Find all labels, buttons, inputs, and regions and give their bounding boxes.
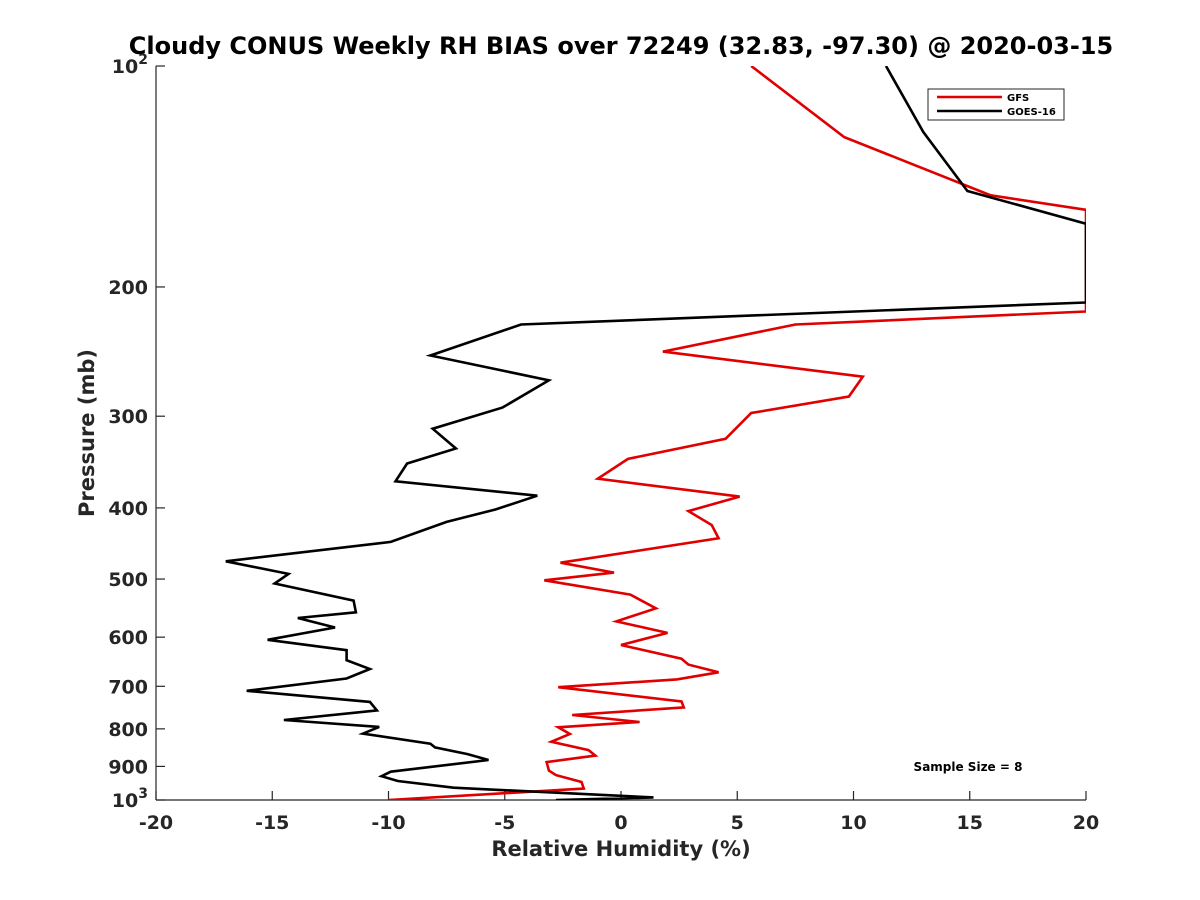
x-tick-label: -5 xyxy=(494,812,515,834)
legend-label-gfs: GFS xyxy=(1007,93,1029,104)
data-series xyxy=(225,66,1086,800)
x-axis-label: Relative Humidity (%) xyxy=(491,837,750,861)
x-tick-label: 5 xyxy=(731,812,744,834)
y-tick-label: 102 xyxy=(112,52,148,78)
legend: GFS GOES-16 xyxy=(927,88,1065,121)
y-tick-label: 400 xyxy=(108,498,148,520)
y-axis-ticks: 102 200 300 400 500 600 700 800 900 103 xyxy=(108,52,165,812)
sample-size-annotation: Sample Size = 8 xyxy=(914,760,1023,774)
x-tick-label: -15 xyxy=(255,812,289,834)
y-tick-label: 700 xyxy=(108,676,148,698)
x-tick-label: 0 xyxy=(614,812,627,834)
y-tick-label: 900 xyxy=(108,756,148,778)
y-tick-label: 500 xyxy=(108,569,148,591)
chart-title: Cloudy CONUS Weekly RH BIAS over 72249 (… xyxy=(129,32,1113,60)
x-tick-label: 10 xyxy=(840,812,866,834)
legend-label-goes-16: GOES-16 xyxy=(1007,107,1056,118)
y-axis-label: Pressure (mb) xyxy=(75,349,99,517)
x-tick-label: -20 xyxy=(139,812,173,834)
x-axis-ticks: -20 -15 -10 -5 0 5 10 15 20 xyxy=(139,791,1099,834)
x-tick-label: 20 xyxy=(1073,812,1099,834)
x-tick-label: 15 xyxy=(957,812,983,834)
y-tick-label: 800 xyxy=(108,719,148,741)
y-tick-label: 200 xyxy=(108,277,148,299)
y-tick-label: 300 xyxy=(108,406,148,428)
x-tick-label: -10 xyxy=(371,812,405,834)
series-line-gfs xyxy=(388,66,1086,800)
y-tick-label: 103 xyxy=(112,786,148,812)
series-line-goes-16 xyxy=(225,66,1086,800)
legend-box xyxy=(927,88,1065,121)
y-tick-label: 600 xyxy=(108,627,148,649)
